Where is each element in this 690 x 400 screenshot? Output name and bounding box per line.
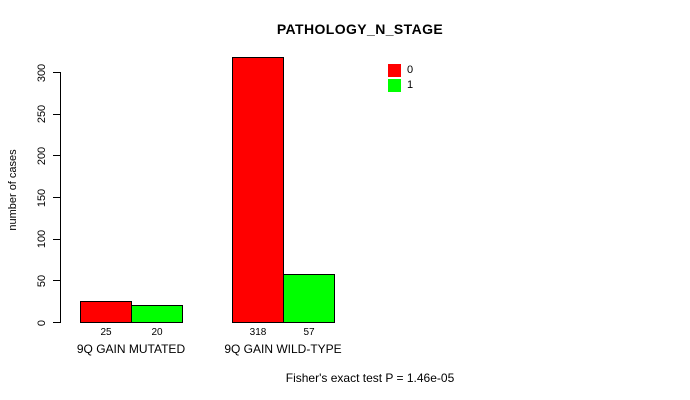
legend-label: 0 xyxy=(407,64,414,76)
y-tick-label-text: 250 xyxy=(36,104,48,124)
y-tick xyxy=(53,72,60,73)
legend-swatch xyxy=(388,79,401,92)
y-tick-label-text: 100 xyxy=(36,229,48,249)
category-label: 9Q GAIN MUTATED xyxy=(76,342,186,356)
legend-swatch xyxy=(388,64,401,77)
y-tick xyxy=(53,155,60,157)
category-label: 9Q GAIN WILD-TYPE xyxy=(224,342,342,356)
bar-value-label: 25 xyxy=(100,327,112,338)
bar-series-0-group-1 xyxy=(232,57,284,323)
y-axis-line xyxy=(60,72,61,323)
y-tick xyxy=(53,280,60,282)
y-tick-label-text: 150 xyxy=(36,188,48,207)
y-tick xyxy=(53,238,60,240)
bar-value-label: 318 xyxy=(249,327,267,338)
y-tick xyxy=(53,113,60,115)
y-tick-label-text: 50 xyxy=(36,274,48,287)
legend-label: 1 xyxy=(407,79,414,91)
legend-row: 1 xyxy=(388,79,413,92)
y-tick xyxy=(53,197,60,198)
bar-value-label: 57 xyxy=(303,327,315,338)
annotation-text: Fisher's exact test P = 1.46e-05 xyxy=(285,371,455,385)
bar-series-0-group-0 xyxy=(80,301,132,323)
bar-series-1-group-1 xyxy=(283,274,335,323)
bar-series-1-group-0 xyxy=(131,305,183,323)
bar-value-label: 20 xyxy=(151,327,163,338)
y-tick-label-text: 200 xyxy=(36,146,48,166)
y-tick xyxy=(53,322,60,323)
y-tick-label-text: 300 xyxy=(36,63,48,82)
legend-row: 0 xyxy=(388,64,413,77)
chart-title: PATHOLOGY_N_STAGE xyxy=(276,21,444,37)
y-tick-label-text: 0 xyxy=(36,319,48,326)
y-axis-label-text: number of cases xyxy=(7,149,19,231)
